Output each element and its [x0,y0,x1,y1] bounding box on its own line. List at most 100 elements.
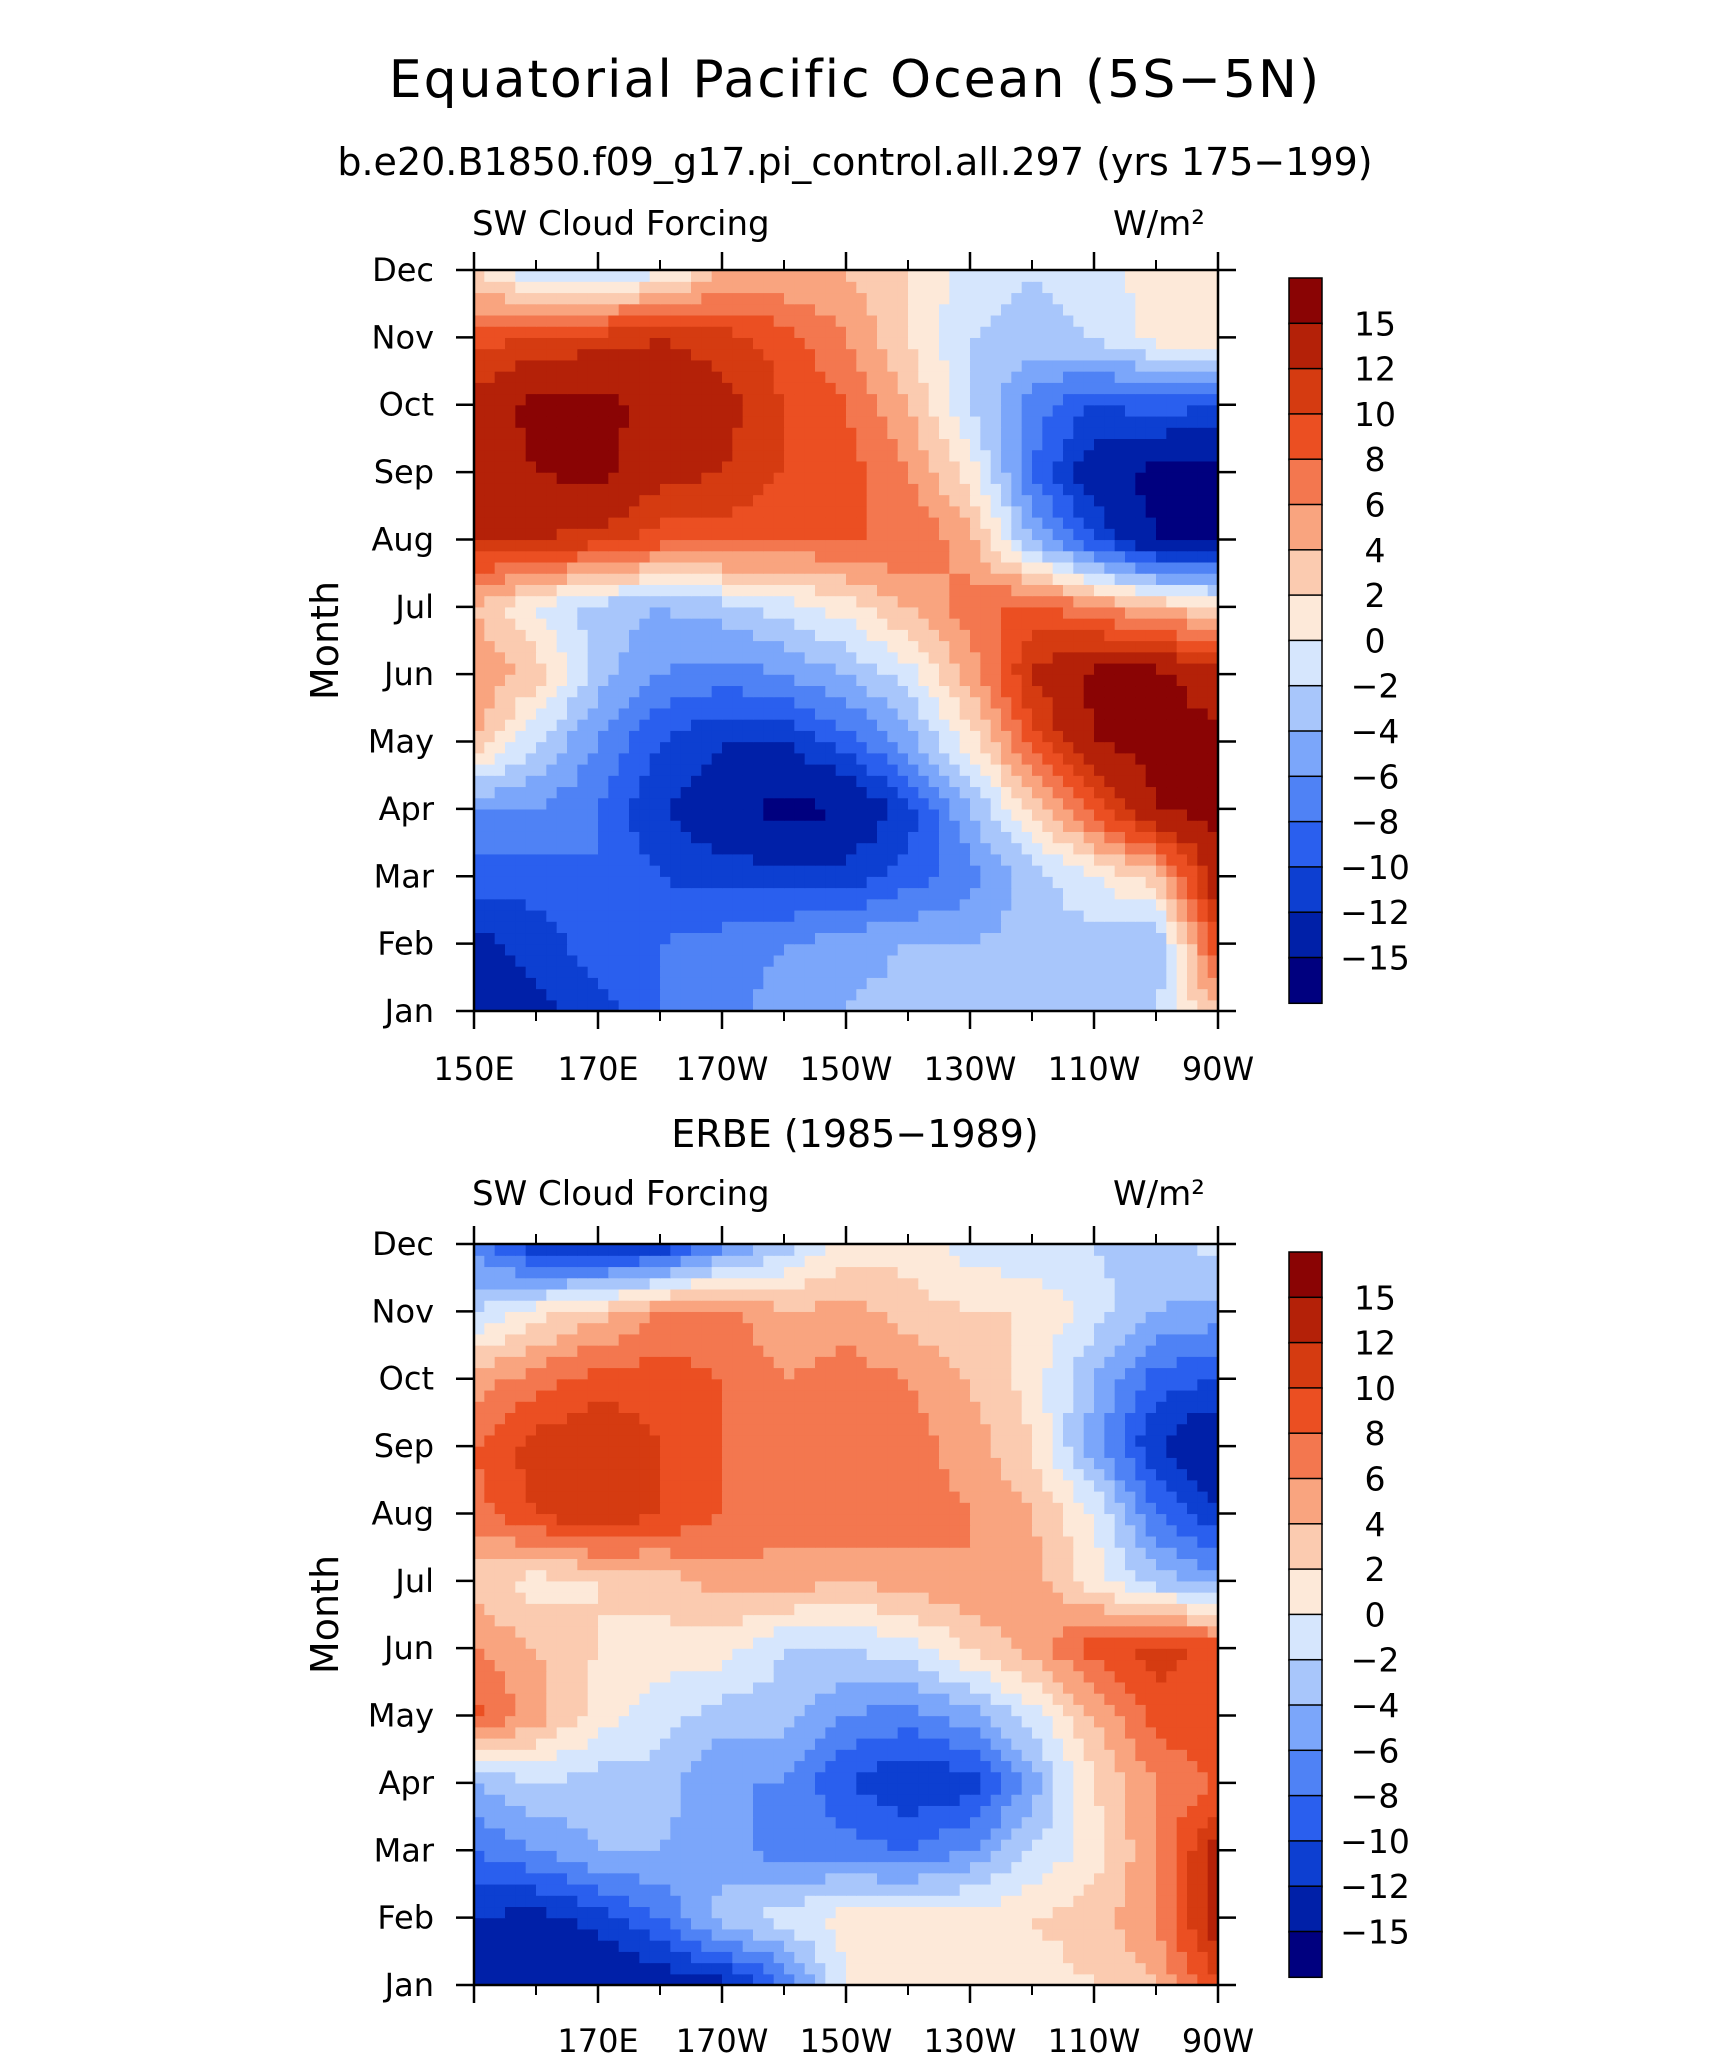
heatmap-cell [577,314,589,327]
heatmap-cell [763,842,775,855]
heatmap-cell [794,539,806,552]
heatmap-cell [1187,270,1198,282]
heatmap-cell [494,887,506,900]
heatmap-cell [970,427,981,440]
heatmap-cell [670,1962,682,1975]
heatmap-cell [763,472,775,484]
heatmap-cell [691,270,702,282]
heatmap-cell [773,977,785,990]
heatmap-cell [846,460,857,473]
heatmap-cell [1083,820,1095,832]
heatmap-cell [670,674,682,687]
heatmap-cell [887,865,899,877]
heatmap-cell [815,741,826,754]
heatmap-cell [908,382,919,395]
heatmap-cell [763,932,775,945]
heatmap-cell [897,651,909,664]
heatmap-cell [928,517,940,529]
heatmap-cell [990,707,1002,720]
heatmap-cell [846,505,857,518]
heatmap-cell [990,326,1002,338]
heatmap-cell [1135,427,1147,440]
heatmap-cell [711,730,723,743]
heatmap-cell [629,674,640,687]
heatmap-cell [680,281,692,294]
heatmap-cell [742,337,754,350]
heatmap-cell [1145,966,1157,978]
heatmap-cell [939,561,950,574]
heatmap-cell [505,606,516,619]
heatmap-cell [928,494,940,507]
heatmap-cell [1094,281,1105,294]
heatmap-cell [1166,943,1178,956]
heatmap-cell [939,797,950,810]
heatmap-cell [732,752,744,765]
heatmap-cell [1145,752,1157,765]
heatmap-cell [1114,674,1126,687]
heatmap-cell [990,943,1002,956]
heatmap-cell [556,438,568,451]
heatmap-cell [691,909,702,922]
heatmap-cell [897,865,909,877]
heatmap-cell [970,393,981,406]
heatmap-cell [804,674,816,687]
heatmap-cell [887,752,899,765]
heatmap-cell [897,505,909,518]
heatmap-cell [639,898,651,911]
heatmap-cell [918,415,930,428]
heatmap-cell [608,326,620,338]
heatmap-cell [742,494,754,507]
heatmap-cell [1145,640,1157,653]
heatmap-cell [587,460,599,473]
heatmap-cell [773,685,785,698]
heatmap-cell [1207,853,1219,866]
heatmap-cell [835,314,847,327]
heatmap-cell [546,876,558,889]
heatmap-cell [732,719,744,731]
heatmap-cell [866,393,878,406]
heatmap-cell [918,752,930,765]
heatmap-cell [556,674,568,687]
heatmap-cell [763,887,775,900]
heatmap-cell [959,865,971,877]
heatmap-cell [1166,393,1178,406]
heatmap-cell [1187,764,1198,776]
y-tick-label: May [368,723,434,761]
heatmap-cell [835,786,847,799]
heatmap-cell [990,1973,1002,1986]
heatmap-cell [1187,449,1198,462]
heatmap-cell [763,348,775,361]
heatmap-cell [587,528,599,541]
heatmap-cell [608,921,620,934]
heatmap-cell [928,1962,940,1975]
heatmap-cell [1083,764,1095,776]
heatmap-cell [691,573,702,585]
heatmap-cell [897,438,909,451]
heatmap-cell [753,404,764,417]
heatmap-cell [773,382,785,395]
heatmap-cell [484,460,496,473]
heatmap-cell [763,853,775,866]
heatmap-cell [639,505,651,518]
heatmap-cell [887,584,899,597]
heatmap-cell [660,719,671,731]
heatmap-cell [1011,494,1023,507]
heatmap-cell [629,539,640,552]
heatmap-cell [1042,292,1054,305]
heatmap-cell [856,954,868,967]
heatmap-cell [784,326,795,338]
heatmap-cell [639,707,651,720]
heatmap-cell [1114,719,1126,731]
heatmap-cell [587,539,599,552]
heatmap-cell [928,528,940,541]
heatmap-cell [618,494,630,507]
heatmap-cell [556,539,568,552]
heatmap-cell [649,270,661,282]
heatmap-cell [949,651,961,664]
heatmap-cell [1145,775,1157,788]
heatmap-cell [815,517,826,529]
heatmap-cell [536,707,547,720]
heatmap-cell [1021,775,1033,788]
heatmap-cell [1145,460,1157,473]
heatmap-cell [505,472,516,484]
